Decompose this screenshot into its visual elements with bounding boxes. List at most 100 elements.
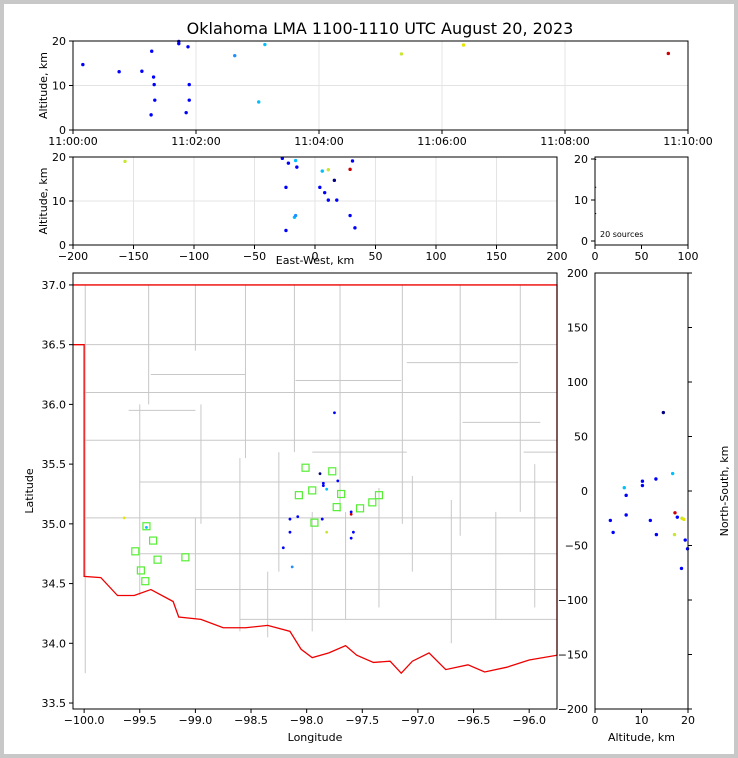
hist-xtick-label: 50 bbox=[635, 250, 649, 263]
time-altitude-point bbox=[187, 98, 191, 102]
map-xtick-label: −96.0 bbox=[512, 714, 546, 727]
time-ytick-label: 20 bbox=[52, 35, 66, 48]
time-altitude-point bbox=[153, 98, 157, 102]
hist-panel-frame bbox=[594, 156, 689, 246]
lma-station bbox=[141, 577, 150, 586]
map-ytick-label: 36.5 bbox=[42, 339, 67, 352]
ns-xtick-label: 0 bbox=[592, 714, 599, 727]
figure-title: Oklahoma LMA 1100-1110 UTC August 20, 20… bbox=[187, 19, 574, 38]
time-panel-frame bbox=[72, 40, 689, 131]
ns-ytick-label: −200 bbox=[558, 703, 588, 716]
map-panel-frame bbox=[72, 272, 558, 710]
ew-altitude-point bbox=[295, 165, 299, 169]
time-altitude-point bbox=[151, 75, 156, 79]
lma-figure: Oklahoma LMA 1100-1110 UTC August 20, 20… bbox=[23, 19, 731, 744]
ew-altitude-point bbox=[326, 198, 331, 202]
map-xtick-label: −97.0 bbox=[401, 714, 435, 727]
plan-view-point bbox=[325, 530, 329, 534]
ew-xtick-label: 150 bbox=[486, 250, 507, 263]
plan-view-point bbox=[320, 517, 324, 521]
lma-station bbox=[131, 547, 140, 556]
ns-altitude-point bbox=[673, 511, 677, 515]
map-ytick-label: 37.0 bbox=[42, 279, 67, 292]
time-xtick-label: 11:04:00 bbox=[294, 135, 343, 148]
ew-altitude-point bbox=[348, 167, 352, 172]
lma-station bbox=[294, 491, 303, 500]
time-altitude-point bbox=[149, 113, 153, 117]
time-xtick-label: 11:06:00 bbox=[417, 135, 466, 148]
plan-view-point bbox=[333, 411, 336, 415]
map-ylabel: Latitude bbox=[23, 468, 36, 514]
ew-ytick-label: 0 bbox=[59, 239, 66, 252]
ns-ytick-label: 0 bbox=[581, 485, 588, 498]
plan-view-point bbox=[336, 479, 340, 483]
map-xtick-label: −97.5 bbox=[345, 714, 379, 727]
ns-ytick-label: 100 bbox=[567, 376, 588, 389]
map-xtick-label: −100.0 bbox=[64, 714, 105, 727]
ew-altitude-point bbox=[284, 228, 288, 233]
lma-station bbox=[368, 498, 377, 507]
ew-ytick-label: 10 bbox=[52, 195, 66, 208]
lma-station bbox=[142, 522, 151, 531]
map-layer bbox=[73, 284, 558, 675]
lma-station bbox=[149, 536, 158, 545]
ew-altitude-point bbox=[293, 158, 298, 163]
map-xtick-label: −96.5 bbox=[457, 714, 491, 727]
text-layer: 11:00:00 11:02:00 11:04:00 11:06:00 11:08:00… bbox=[23, 35, 731, 744]
map-xtick-label: −99.0 bbox=[179, 714, 213, 727]
ew-ytick-label: 20 bbox=[52, 151, 66, 164]
time-ylabel: Altitude, km bbox=[37, 52, 50, 119]
ns-ylabel: North-South, km bbox=[718, 446, 731, 537]
time-altitude-point bbox=[140, 69, 144, 73]
lma-station bbox=[308, 486, 317, 495]
ns-altitude-point bbox=[622, 486, 626, 490]
ns-altitude-point bbox=[682, 517, 686, 522]
ew-altitude-point bbox=[326, 168, 331, 172]
ns-altitude-point bbox=[624, 513, 628, 517]
time-altitude-point bbox=[186, 45, 190, 49]
lma-station bbox=[355, 504, 365, 513]
ew-xtick-label: 50 bbox=[369, 250, 383, 263]
ns-altitude-point bbox=[640, 479, 645, 483]
ew-ylabel: Altitude, km bbox=[37, 167, 50, 234]
time-ytick-label: 0 bbox=[59, 124, 66, 137]
hist-ytick-label: 20 bbox=[574, 153, 588, 166]
map-ytick-label: 35.5 bbox=[42, 458, 67, 471]
plan-view-point bbox=[290, 565, 294, 569]
ew-altitude-point bbox=[123, 159, 127, 164]
ns-altitude-point bbox=[661, 410, 666, 415]
ns-altitude-point bbox=[640, 483, 645, 488]
lma-station bbox=[136, 566, 145, 575]
time-altitude-point bbox=[399, 52, 404, 56]
ew-xtick-label: −100 bbox=[179, 250, 209, 263]
map-xtick-label: −99.5 bbox=[123, 714, 157, 727]
hist-bar bbox=[595, 213, 597, 215]
time-altitude-point bbox=[117, 70, 121, 74]
time-altitude-point bbox=[81, 62, 85, 67]
lma-station bbox=[310, 518, 319, 527]
ew-xtick-label: 200 bbox=[547, 250, 568, 263]
data-layer bbox=[81, 39, 690, 586]
ns-altitude-point bbox=[654, 477, 658, 481]
lma-station bbox=[332, 503, 341, 512]
time-xtick-label: 11:00:00 bbox=[48, 135, 97, 148]
ew-xtick-label: 0 bbox=[312, 250, 319, 263]
plan-view-point bbox=[288, 530, 292, 534]
map-ytick-label: 36.0 bbox=[42, 398, 67, 411]
ew-altitude-point bbox=[348, 213, 352, 218]
ew-altitude-point bbox=[318, 185, 322, 190]
ew-altitude-point bbox=[322, 190, 327, 195]
ew-altitude-point bbox=[320, 169, 324, 173]
ew-xtick-label: −50 bbox=[243, 250, 266, 263]
ew-xtick-label: −200 bbox=[58, 250, 88, 263]
map-xtick-label: −98.5 bbox=[234, 714, 268, 727]
map-ytick-label: 35.0 bbox=[42, 518, 67, 531]
ew-altitude-point bbox=[350, 159, 355, 163]
ns-ytick-label: 200 bbox=[567, 267, 588, 280]
ns-altitude-point bbox=[624, 493, 628, 498]
plan-view-point bbox=[349, 512, 353, 516]
grid-layer bbox=[72, 40, 689, 246]
time-altitude-point bbox=[461, 43, 466, 47]
plan-view-point bbox=[122, 516, 126, 520]
